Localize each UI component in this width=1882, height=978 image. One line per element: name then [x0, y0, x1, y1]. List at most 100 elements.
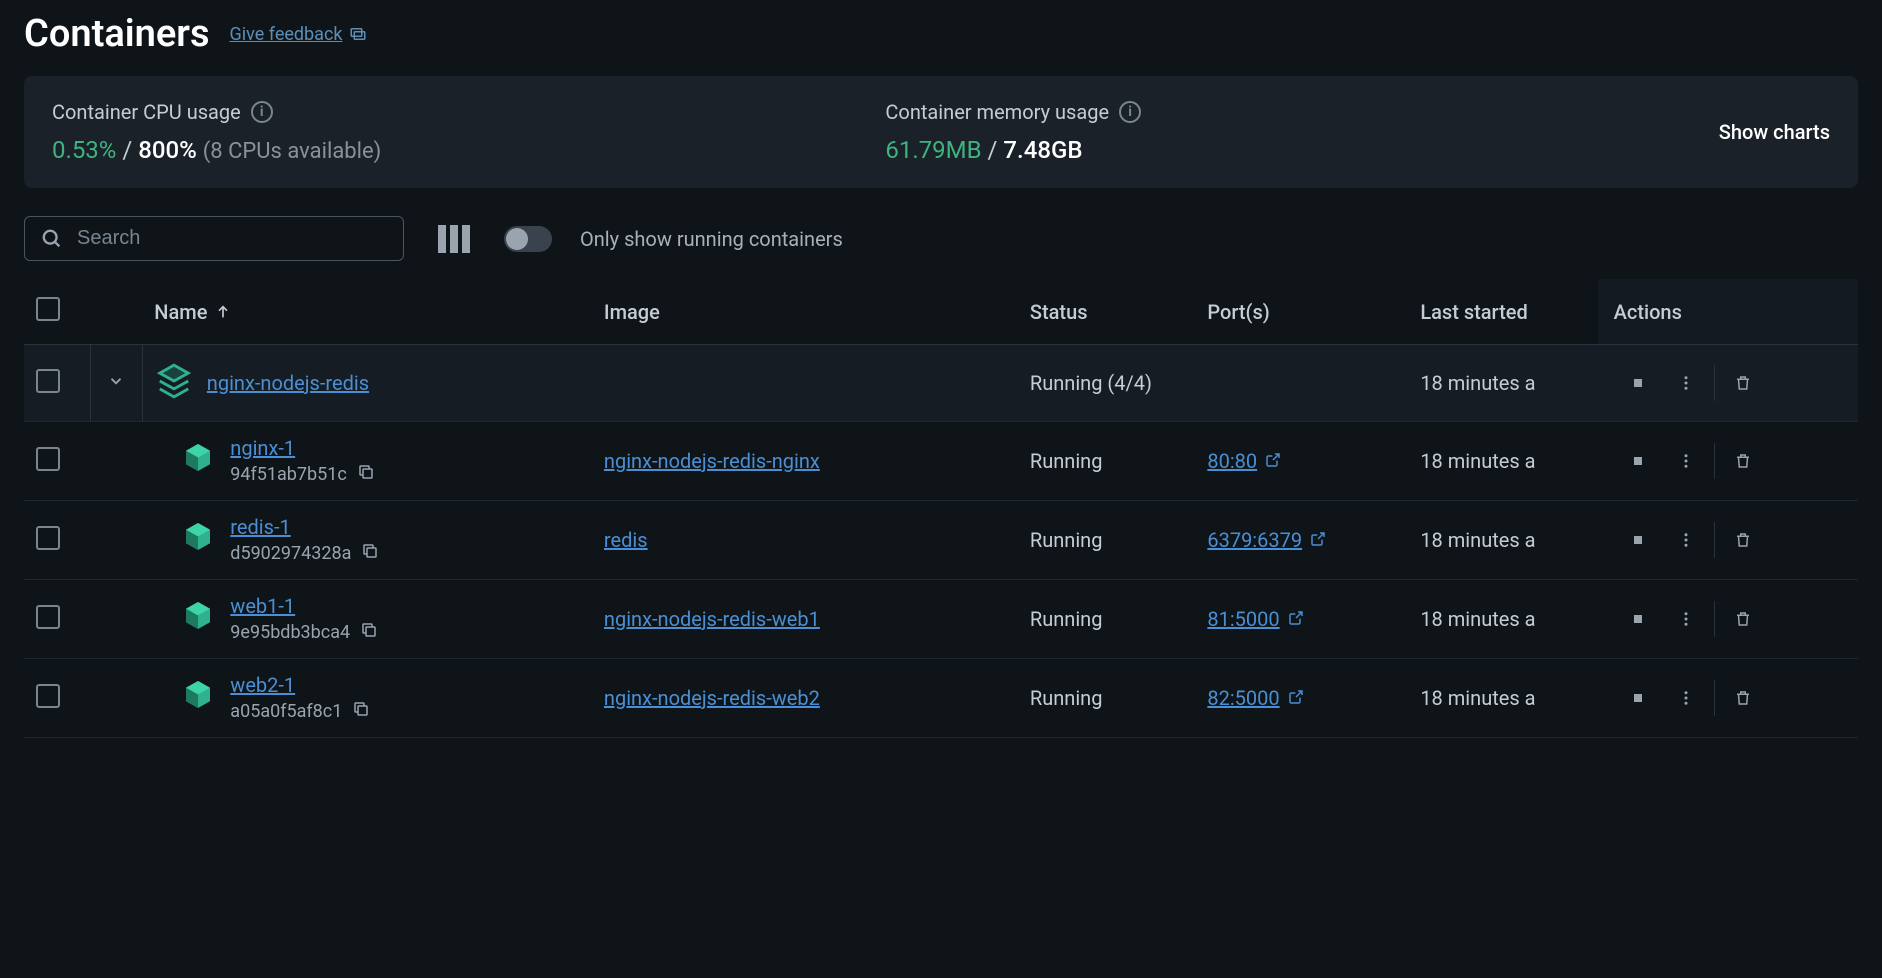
- container-row: web1-1 9e95bdb3bca4 nginx-nodejs-redis-web…: [24, 580, 1858, 659]
- cpu-label: Container CPU usage: [52, 100, 241, 124]
- stop-button[interactable]: [1614, 516, 1662, 564]
- more-menu-button[interactable]: [1662, 437, 1710, 485]
- cpu-detail: (8 CPUs available): [203, 139, 382, 164]
- more-menu-button[interactable]: [1662, 516, 1710, 564]
- more-menu-button[interactable]: [1662, 359, 1710, 407]
- search-wrap[interactable]: [24, 216, 404, 261]
- memory-label: Container memory usage: [885, 100, 1109, 124]
- image-link[interactable]: redis: [604, 528, 648, 552]
- container-row: redis-1 d5902974328a redis Running 6379:6379…: [24, 501, 1858, 580]
- container-last-started: 18 minutes a: [1408, 422, 1597, 501]
- stack-icon: [155, 362, 193, 405]
- group-name-link[interactable]: nginx-nodejs-redis: [207, 371, 369, 395]
- divider: [1714, 601, 1715, 637]
- header-status[interactable]: Status: [1018, 279, 1195, 345]
- info-icon[interactable]: i: [251, 101, 273, 123]
- external-link-icon: [1265, 449, 1281, 473]
- container-icon: [180, 678, 216, 719]
- container-hash: d5902974328a: [230, 543, 351, 564]
- feedback-icon: [349, 25, 367, 43]
- container-name-link[interactable]: redis-1: [230, 515, 379, 539]
- row-checkbox[interactable]: [36, 369, 60, 393]
- port-link[interactable]: 81:5000: [1207, 607, 1303, 631]
- stop-button[interactable]: [1614, 359, 1662, 407]
- container-status: Running: [1018, 501, 1195, 580]
- stop-button[interactable]: [1614, 674, 1662, 722]
- delete-button[interactable]: [1719, 674, 1767, 722]
- toggle-label: Only show running containers: [580, 227, 843, 251]
- container-icon: [180, 599, 216, 640]
- container-status: Running: [1018, 580, 1195, 659]
- row-checkbox[interactable]: [36, 684, 60, 708]
- group-last-started: 18 minutes a: [1408, 345, 1597, 422]
- delete-button[interactable]: [1719, 516, 1767, 564]
- container-status: Running: [1018, 422, 1195, 501]
- give-feedback-link[interactable]: Give feedback: [230, 24, 367, 45]
- cpu-primary: 0.53%: [52, 136, 116, 164]
- cpu-stat-block: Container CPU usage i 0.53% / 800% (8 CP…: [52, 100, 825, 164]
- divider: [1714, 680, 1715, 716]
- header-image[interactable]: Image: [592, 279, 1018, 345]
- sort-asc-icon: [215, 304, 231, 320]
- divider: [1714, 522, 1715, 558]
- copy-icon[interactable]: [357, 462, 375, 486]
- port-link[interactable]: 82:5000: [1207, 686, 1303, 710]
- container-row: nginx-194f51ab7b51cnginx-nodejs-redis-ng…: [24, 422, 1858, 501]
- container-hash: 9e95bdb3bca4: [230, 622, 350, 643]
- container-name-link[interactable]: web2-1: [230, 673, 370, 697]
- more-menu-button[interactable]: [1662, 674, 1710, 722]
- stop-button[interactable]: [1614, 437, 1662, 485]
- image-link[interactable]: nginx-nodejs-redis-web1: [604, 607, 820, 631]
- port-link[interactable]: 6379:6379: [1207, 528, 1326, 552]
- container-last-started: 18 minutes a: [1408, 659, 1597, 738]
- more-menu-button[interactable]: [1662, 595, 1710, 643]
- group-status: Running (4/4): [1018, 345, 1195, 422]
- delete-button[interactable]: [1719, 437, 1767, 485]
- memory-primary: 61.79MB: [885, 136, 981, 164]
- info-icon[interactable]: i: [1119, 101, 1141, 123]
- show-charts-button[interactable]: Show charts: [1719, 120, 1830, 144]
- search-icon: [41, 228, 63, 250]
- select-all-checkbox[interactable]: [36, 297, 60, 321]
- header-last-started[interactable]: Last started: [1408, 279, 1597, 345]
- header-ports[interactable]: Port(s): [1195, 279, 1408, 345]
- container-name-link[interactable]: web1-1: [230, 594, 378, 618]
- container-hash: a05a0f5af8c1: [230, 701, 342, 722]
- external-link-icon: [1310, 528, 1326, 552]
- header-actions: Actions: [1598, 279, 1858, 345]
- columns-button[interactable]: [432, 219, 476, 259]
- row-checkbox[interactable]: [36, 447, 60, 471]
- search-input[interactable]: [77, 227, 387, 250]
- feedback-label: Give feedback: [230, 24, 343, 45]
- image-link[interactable]: nginx-nodejs-redis-web2: [604, 686, 820, 710]
- memory-secondary: 7.48GB: [1003, 136, 1082, 164]
- containers-table: Name Image Status Port(s) Last started A…: [24, 279, 1858, 738]
- delete-button[interactable]: [1719, 595, 1767, 643]
- container-name-link[interactable]: nginx-1: [230, 436, 375, 460]
- group-row: nginx-nodejs-redis Running (4/4) 18 minute…: [24, 345, 1858, 422]
- slash: /: [988, 136, 1004, 164]
- copy-icon[interactable]: [360, 620, 378, 644]
- container-row: web2-1 a05a0f5af8c1 nginx-nodejs-redis-web…: [24, 659, 1858, 738]
- running-only-toggle[interactable]: [504, 226, 552, 252]
- copy-icon[interactable]: [352, 699, 370, 723]
- container-icon: [180, 441, 216, 482]
- image-link[interactable]: nginx-nodejs-redis-nginx: [604, 449, 820, 473]
- container-icon: [180, 520, 216, 561]
- cpu-secondary: 800%: [138, 136, 197, 164]
- port-link[interactable]: 80:80: [1207, 449, 1281, 473]
- row-checkbox[interactable]: [36, 605, 60, 629]
- container-last-started: 18 minutes a: [1408, 501, 1597, 580]
- copy-icon[interactable]: [361, 541, 379, 565]
- chevron-down-icon[interactable]: [107, 371, 125, 395]
- page-title: Containers: [24, 12, 210, 56]
- stop-button[interactable]: [1614, 595, 1662, 643]
- slash: /: [122, 136, 138, 164]
- header-name[interactable]: Name: [154, 300, 207, 324]
- stats-panel: Container CPU usage i 0.53% / 800% (8 CP…: [24, 76, 1858, 188]
- divider: [1714, 365, 1715, 401]
- row-checkbox[interactable]: [36, 526, 60, 550]
- external-link-icon: [1288, 686, 1304, 710]
- toggle-knob: [506, 228, 528, 250]
- delete-button[interactable]: [1719, 359, 1767, 407]
